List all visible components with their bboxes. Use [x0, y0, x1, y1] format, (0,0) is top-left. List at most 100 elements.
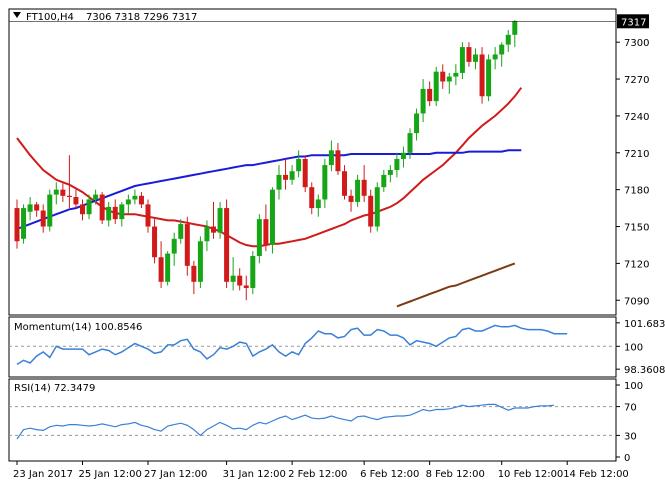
candle-body — [237, 275, 243, 286]
x-tick-label: 27 Jan 12:00 — [144, 469, 207, 480]
chevron-down-icon — [13, 12, 21, 18]
candle-body — [230, 275, 236, 282]
candle-body — [427, 88, 433, 102]
price-panel-frame — [8, 8, 617, 316]
x-tick-label: 10 Feb 12:00 — [498, 469, 564, 480]
candle-body — [459, 47, 465, 73]
candle-body — [21, 208, 27, 239]
candle-body — [374, 187, 380, 227]
momentum-panel: 101.683 100 98.3608 Momentum(14) 100.8546 — [8, 316, 665, 378]
rsi-series — [16, 403, 555, 440]
price-y-tick-label: 7120 — [624, 259, 649, 270]
candle-body — [60, 189, 66, 196]
candle-body — [93, 194, 99, 200]
ohlc-readout: 7306 7318 7296 7317 — [86, 12, 197, 23]
rsi-y-tick-label: 30 — [624, 431, 637, 442]
candle-body — [486, 59, 492, 97]
candle-body — [302, 158, 308, 188]
candle-body — [256, 219, 262, 257]
candle-body — [243, 285, 249, 288]
candle-body — [86, 199, 92, 215]
candle-body — [165, 253, 171, 282]
candle-body — [407, 133, 413, 153]
candle-body — [145, 204, 151, 227]
candle-body — [34, 204, 40, 211]
x-tick-label: 23 Jan 2017 — [13, 469, 73, 480]
candle-body — [53, 189, 59, 195]
price-y-tick-label: 7090 — [624, 296, 649, 307]
rsi-y-axis: 100 70 30 0 — [9, 381, 643, 464]
candle-body — [420, 88, 426, 114]
candle-body — [27, 204, 33, 212]
candle-body — [342, 171, 347, 196]
candle-body — [125, 199, 131, 205]
candle-body — [387, 169, 393, 175]
moving-average-line — [396, 262, 516, 308]
candle-body — [158, 257, 164, 282]
candle-body — [217, 208, 223, 233]
x-tick-label: 8 Feb 12:00 — [426, 469, 485, 480]
candle-body — [315, 199, 321, 209]
candle-body — [132, 195, 138, 200]
rsi-y-tick-label: 0 — [624, 453, 630, 464]
candle-body — [328, 150, 334, 166]
candle-body — [414, 113, 420, 134]
candle-body — [309, 187, 315, 209]
candle-body — [276, 174, 282, 190]
candles — [14, 20, 518, 301]
x-tick-label: 25 Jan 12:00 — [79, 469, 142, 480]
candle-body — [283, 174, 289, 180]
rsi-line — [16, 403, 555, 440]
rsi-panel: 100 70 30 0 RSI(14) 72.3479 — [8, 378, 643, 464]
candle-body — [14, 208, 20, 242]
momentum-panel-frame — [8, 316, 617, 378]
rsi-y-tick-label: 70 — [624, 403, 637, 414]
candle-body — [80, 204, 85, 215]
candle-body — [492, 54, 498, 60]
momentum-y-tick-label: 98.3608 — [624, 365, 665, 376]
candle-body — [73, 197, 79, 205]
candle-body — [211, 226, 216, 233]
candle-body — [152, 226, 158, 258]
momentum-line — [16, 324, 568, 366]
candle-body — [499, 44, 505, 55]
price-y-tick-label: 7300 — [624, 38, 649, 49]
candle-body — [66, 195, 72, 198]
last-price-box — [617, 14, 649, 29]
candle-body — [40, 210, 46, 227]
momentum-series — [16, 324, 568, 366]
price-panel: 7300 7270 7240 7210 7180 7150 7120 7090 7317 FT… — [8, 8, 649, 316]
candle-body — [191, 265, 197, 282]
candle-body — [355, 179, 361, 202]
last-price-marker: 7317 — [9, 14, 649, 29]
price-y-tick-label: 7180 — [624, 186, 649, 197]
candle-body — [47, 194, 53, 227]
rsi-y-tick-label: 100 — [624, 381, 643, 392]
momentum-y-axis: 101.683 100 98.3608 — [9, 319, 665, 376]
candle-body — [99, 194, 105, 221]
candle-body — [178, 224, 184, 239]
candle-body — [289, 171, 295, 180]
momentum-y-tick-label: 101.683 — [624, 319, 665, 330]
candle-body — [446, 76, 452, 82]
candle-body — [400, 152, 406, 159]
candle-body — [184, 224, 190, 266]
price-y-tick-label: 7240 — [624, 112, 649, 123]
candle-body — [106, 206, 112, 221]
candle-body — [224, 208, 230, 282]
candle-body — [263, 219, 269, 245]
rsi-title: RSI(14) 72.3479 — [14, 383, 95, 394]
candle-body — [368, 195, 374, 227]
chart-title: FT100,H4 — [26, 12, 74, 23]
x-tick-label: 14 Feb 12:00 — [563, 469, 629, 480]
candle-body — [505, 34, 511, 45]
candle-body — [361, 179, 367, 196]
candle-body — [348, 195, 354, 202]
candle-body — [322, 165, 328, 200]
candle-body — [197, 241, 203, 282]
candle-body — [250, 256, 256, 288]
rsi-panel-frame — [8, 378, 617, 462]
candle-body — [112, 206, 118, 220]
candle-body — [433, 71, 439, 102]
